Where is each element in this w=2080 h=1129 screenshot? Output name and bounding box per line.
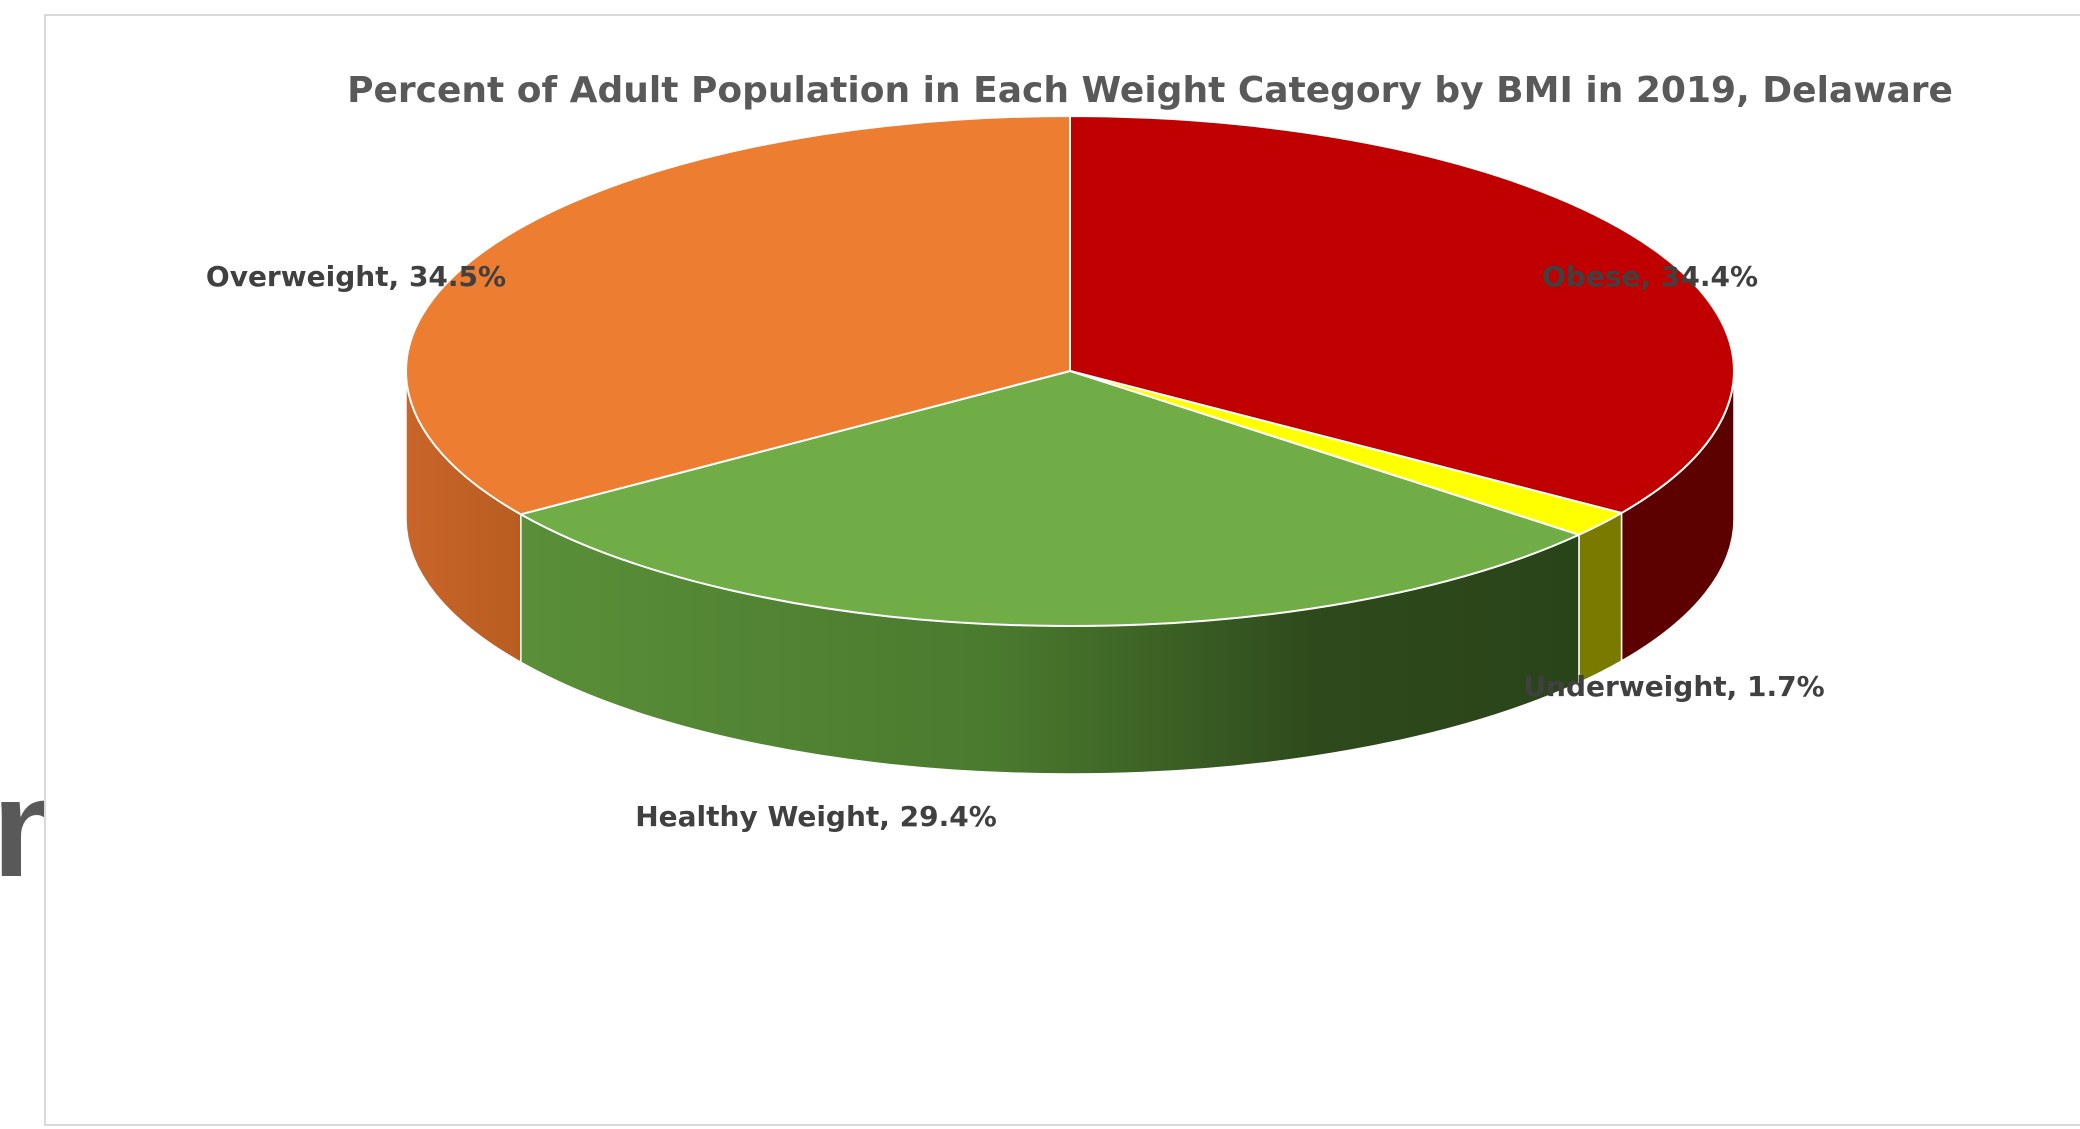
pie-slice-overweight bbox=[405, 115, 1071, 516]
data-label-overweight: Overweight, 34.5% bbox=[206, 260, 506, 293]
chart-area: Percent of Adult Population in Each Weig… bbox=[44, 14, 2080, 1126]
pie-slice-healthy-weight bbox=[519, 370, 1580, 627]
pie-chart: Obese, 34.4% Underweight, 1.7% Healthy Wei… bbox=[206, 115, 1825, 833]
data-label-obese: Obese, 34.4% bbox=[1542, 260, 1758, 293]
chart-title: Percent of Adult Population in Each Weig… bbox=[347, 70, 1953, 111]
data-label-healthy-weight: Healthy Weight, 29.4% bbox=[635, 800, 997, 833]
pie-slice-obese bbox=[1069, 115, 1735, 515]
pie-side-underweight bbox=[1578, 511, 1623, 684]
data-label-underweight: Underweight, 1.7% bbox=[1523, 670, 1824, 703]
